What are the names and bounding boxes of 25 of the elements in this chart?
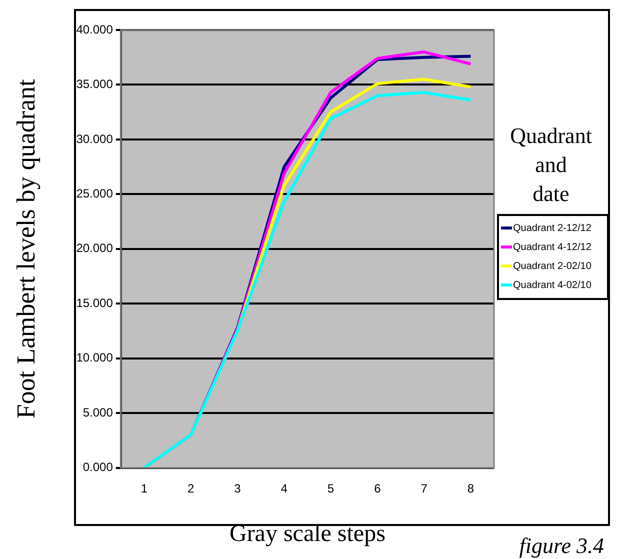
legend-label: Quadrant 2-12/12 bbox=[513, 222, 592, 234]
x-tick-label: 7 bbox=[420, 481, 428, 496]
y-tick-label: 20.000 bbox=[76, 241, 114, 256]
y-tick-label: 25.000 bbox=[76, 186, 114, 200]
x-tick-label: 8 bbox=[467, 481, 474, 496]
x-tick-label: 2 bbox=[188, 481, 195, 496]
legend-label: Quadrant 4-12/12 bbox=[513, 242, 592, 253]
y-tick-label: 40.000 bbox=[76, 22, 114, 36]
x-tick-label: 6 bbox=[374, 481, 382, 496]
y-tick-label: 35.000 bbox=[76, 77, 114, 92]
y-tick-label: 5.000 bbox=[82, 405, 114, 420]
x-axis-title: Gray scale steps bbox=[229, 520, 386, 547]
x-tick-label: 4 bbox=[280, 481, 288, 496]
x-tick-label: 5 bbox=[327, 481, 334, 496]
y-tick-label: 0.000 bbox=[82, 460, 114, 474]
y-tick-label: 30.000 bbox=[76, 132, 114, 146]
y-axis-title: Foot Lambert levels by quadrant bbox=[11, 78, 40, 419]
caption: figure 3.4 bbox=[519, 533, 604, 558]
y-tick-label: 15.000 bbox=[76, 296, 114, 310]
x-tick-label: 3 bbox=[234, 481, 242, 496]
legend-label: Quadrant 2-02/10 bbox=[513, 260, 592, 272]
y-tick-label: 10.000 bbox=[76, 350, 114, 365]
x-tick-label: 1 bbox=[140, 481, 148, 496]
legend-title: Quadrant and date bbox=[510, 123, 592, 206]
legend-label: Quadrant 4-02/10 bbox=[513, 280, 592, 291]
